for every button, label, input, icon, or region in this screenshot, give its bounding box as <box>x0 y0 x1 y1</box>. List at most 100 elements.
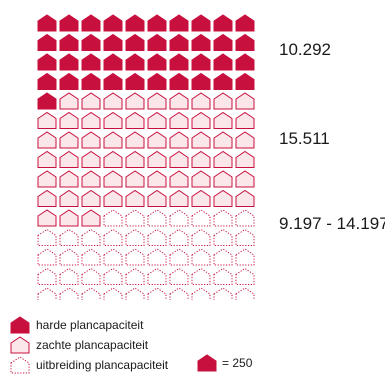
house-icon-1-18 <box>191 33 211 51</box>
house-icon-2-55 <box>147 189 167 207</box>
house-icon-1-13 <box>81 33 101 51</box>
house-icon-3-32 <box>125 267 145 285</box>
house-icon-1-16 <box>147 33 167 51</box>
house-icon-3-28 <box>37 267 57 285</box>
house-icon-3-36 <box>213 267 233 285</box>
house-icon-1-17 <box>169 33 189 51</box>
unit-label: = 250 <box>222 356 253 370</box>
house-icon-1-5 <box>125 14 145 32</box>
house-icon-2-47 <box>191 170 211 188</box>
total-label-uitbreiding: 9.197 - 14.197 <box>279 214 385 233</box>
house-icon-1-8 <box>191 14 211 32</box>
house-icon-1-39 <box>213 72 233 90</box>
house-icon-3-20 <box>81 248 101 266</box>
house-icon-1-30 <box>235 53 255 71</box>
pictogram-chart <box>37 14 255 300</box>
house-icon-3-22 <box>125 248 145 266</box>
house-icon-2-27 <box>191 131 211 149</box>
house-icon-3-19 <box>59 248 79 266</box>
house-icon-1-24 <box>103 53 123 71</box>
house-icon-3-37 <box>235 267 255 285</box>
house-icon-3-18 <box>37 248 57 266</box>
house-icon-3-2 <box>125 209 145 227</box>
house-icon-3-9 <box>59 228 79 246</box>
house-icon-1-23 <box>81 53 101 71</box>
house-icon-2-34 <box>125 150 145 168</box>
legend-label-uitbreiding: uitbreiding plancapaciteit <box>36 358 169 372</box>
house-icon-1-41 <box>37 92 57 110</box>
house-icon-2-11 <box>59 111 79 129</box>
house-icon-2-3 <box>103 92 123 110</box>
house-icon-2-28 <box>213 131 233 149</box>
house-icon-1-3 <box>81 14 101 32</box>
house-icon-3-27 <box>235 248 255 266</box>
house-icon-2-59 <box>235 189 255 207</box>
total-label-zachte: 15.511 <box>279 129 330 148</box>
house-icon-2-8 <box>213 92 233 110</box>
house-icon-1-12 <box>59 33 79 51</box>
solid-house-icon <box>10 316 30 334</box>
house-icon-2-45 <box>147 170 167 188</box>
house-icon-3-47 <box>235 287 255 300</box>
house-icon-2-52 <box>81 189 101 207</box>
house-icon-2-56 <box>169 189 189 207</box>
house-icon-3-34 <box>169 267 189 285</box>
house-icon-2-1 <box>59 92 79 110</box>
house-icon-1-31 <box>37 72 57 90</box>
house-icon-3-43 <box>147 287 167 300</box>
house-icon-2-6 <box>169 92 189 110</box>
house-icon-3-29 <box>59 267 79 285</box>
house-icon-2-30 <box>37 150 57 168</box>
house-icon-1-20 <box>235 33 255 51</box>
house-icon-2-49 <box>235 170 255 188</box>
house-icon-2-19 <box>235 111 255 129</box>
house-icon-2-32 <box>81 150 101 168</box>
house-icon-3-40 <box>81 287 101 300</box>
dotted-house-icon <box>10 356 30 374</box>
house-icon-2-37 <box>191 150 211 168</box>
house-icon-2-2 <box>81 92 101 110</box>
house-icon-1-10 <box>235 14 255 32</box>
house-icon-3-12 <box>125 228 145 246</box>
house-icon-2-13 <box>103 111 123 129</box>
house-icon-3-33 <box>147 267 167 285</box>
house-icon-2-39 <box>235 150 255 168</box>
house-icon-3-10 <box>81 228 101 246</box>
house-icon-2-46 <box>169 170 189 188</box>
house-icon-3-8 <box>37 228 57 246</box>
house-icon-1-34 <box>103 72 123 90</box>
house-icon-1-40 <box>235 72 255 90</box>
house-icon-2-33 <box>103 150 123 168</box>
house-icon-2-25 <box>147 131 167 149</box>
house-icon-1-28 <box>191 53 211 71</box>
house-icon-2-36 <box>169 150 189 168</box>
total-label-harde: 10.292 <box>279 40 331 59</box>
house-icon-3-35 <box>191 267 211 285</box>
house-icon-2-31 <box>59 150 79 168</box>
house-icon-1-1 <box>37 14 57 32</box>
house-icon-3-15 <box>191 228 211 246</box>
house-icon-2-38 <box>213 150 233 168</box>
house-icon-2-18 <box>213 111 233 129</box>
house-icon-3-3 <box>147 209 167 227</box>
house-icon-2-61 <box>59 209 79 227</box>
house-icon-2-10 <box>37 111 57 129</box>
house-icon-1-6 <box>147 14 167 32</box>
house-icon-2-54 <box>125 189 145 207</box>
house-icon-3-25 <box>191 248 211 266</box>
house-icon-3-42 <box>125 287 145 300</box>
unit-house-icon <box>197 354 217 372</box>
house-icon-3-7 <box>235 209 255 227</box>
unit-note: = 250 <box>197 354 252 372</box>
house-icon-2-62 <box>81 209 101 227</box>
house-icon-3-23 <box>147 248 167 266</box>
house-icon-2-14 <box>125 111 145 129</box>
house-icon-1-7 <box>169 14 189 32</box>
house-icon-2-29 <box>235 131 255 149</box>
house-icon-1-33 <box>81 72 101 90</box>
house-icon-2-57 <box>191 189 211 207</box>
house-icon-3-13 <box>147 228 167 246</box>
house-icon-3-17 <box>235 228 255 246</box>
house-icon-2-17 <box>191 111 211 129</box>
house-icon-1-32 <box>59 72 79 90</box>
